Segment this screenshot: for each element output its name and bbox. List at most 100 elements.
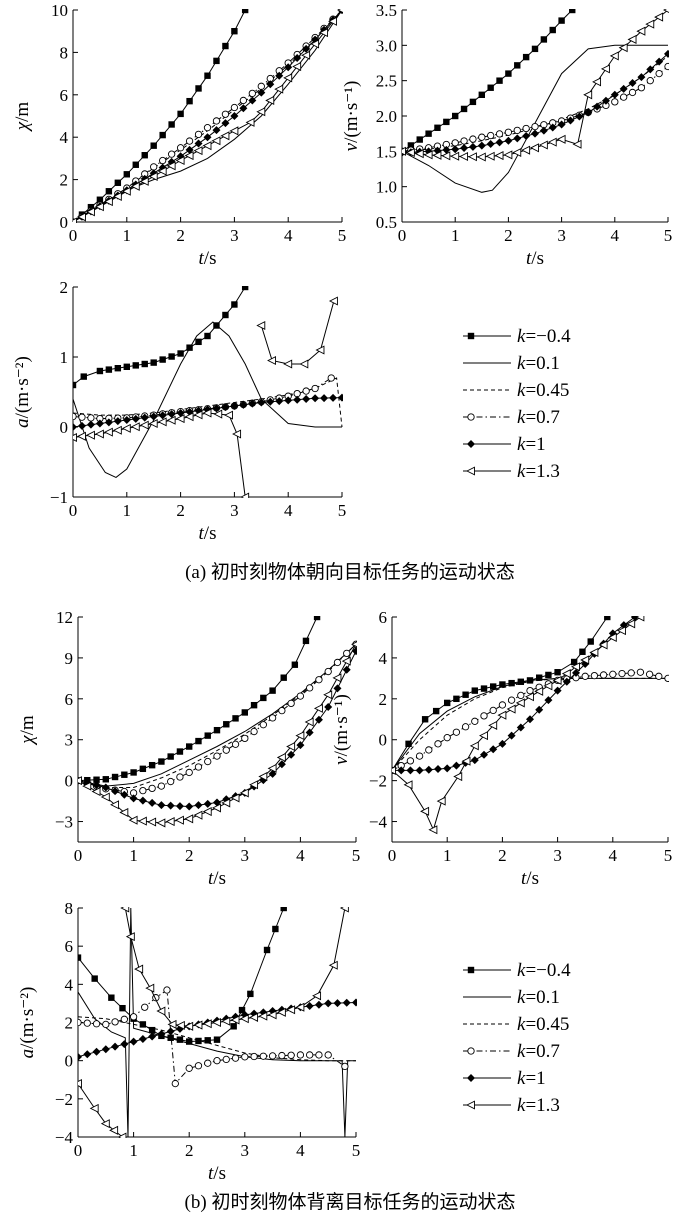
data-point <box>202 141 212 151</box>
data-point <box>580 655 590 665</box>
series-line <box>73 9 343 223</box>
data-point <box>579 648 586 655</box>
x-tick-label: 2 <box>185 1141 194 1160</box>
data-point <box>194 763 203 771</box>
x-tick-label: 2 <box>176 226 185 245</box>
x-tick-label: 5 <box>352 846 361 865</box>
data-point <box>140 413 149 422</box>
series-6 <box>392 616 645 835</box>
data-point <box>250 701 258 709</box>
data-point <box>168 353 175 360</box>
data-point <box>304 717 314 727</box>
data-point <box>260 694 267 702</box>
data-point <box>238 1006 246 1014</box>
data-point <box>646 65 655 74</box>
data-point <box>498 739 507 748</box>
data-point <box>166 801 175 810</box>
data-point <box>302 395 311 403</box>
data-point <box>239 96 248 105</box>
data-point <box>156 818 166 828</box>
data-point <box>193 410 203 420</box>
data-point <box>77 421 86 430</box>
series-3 <box>392 677 668 771</box>
data-point <box>83 1019 91 1027</box>
series-4 <box>402 62 669 155</box>
series-3 <box>73 9 343 223</box>
data-point <box>306 684 314 692</box>
data-point <box>342 665 351 674</box>
data-point <box>420 806 430 816</box>
data-point <box>544 696 553 705</box>
data-point <box>268 714 277 722</box>
data-point <box>490 683 497 690</box>
data-point <box>159 356 166 363</box>
data-point <box>258 772 268 782</box>
data-point <box>167 1019 177 1029</box>
data-point <box>128 815 138 825</box>
y-tick-label: 4 <box>379 649 388 668</box>
data-point <box>636 668 645 676</box>
legend-label: k=1 <box>517 1068 546 1089</box>
data-point <box>543 681 553 691</box>
caption-b: (b) 初时刻物体背离目标任务的运动状态 <box>185 1191 516 1213</box>
data-point <box>249 1012 259 1022</box>
data-point <box>425 130 432 137</box>
series-6 <box>402 9 669 162</box>
data-point <box>451 145 460 154</box>
data-point <box>157 782 166 790</box>
y-tick-label: 2 <box>60 171 69 190</box>
data-point <box>286 742 296 752</box>
data-point <box>158 758 165 765</box>
data-point <box>250 1009 259 1018</box>
data-point <box>96 367 104 375</box>
data-point <box>245 117 255 127</box>
data-point <box>123 171 130 178</box>
data-point <box>421 716 429 723</box>
data-point <box>460 144 469 153</box>
y-axis-label: χ/m <box>17 715 38 746</box>
series-6 <box>78 641 357 828</box>
data-point <box>184 814 194 824</box>
data-point <box>508 679 515 687</box>
data-point <box>645 670 654 678</box>
data-point <box>171 1079 179 1088</box>
data-point <box>556 134 566 144</box>
data-point <box>471 687 478 694</box>
data-point <box>403 780 413 790</box>
x-tick-label: 3 <box>557 226 566 245</box>
legend-label: k=0.45 <box>517 1014 569 1035</box>
chart-panel-1: 0 1 2 3 4 5 0 2 4 6 8 10 t/s χ/m <box>12 1 346 269</box>
y-axis-label: a/(m·s⁻²) <box>12 356 33 428</box>
data-point <box>175 1020 185 1030</box>
data-point <box>129 1037 138 1046</box>
data-point <box>593 102 602 111</box>
x-axis-label: t/s <box>199 248 217 269</box>
data-point <box>82 781 92 791</box>
data-point <box>512 147 522 158</box>
data-point <box>351 641 357 648</box>
data-point <box>287 1051 295 1059</box>
data-point <box>293 54 302 63</box>
data-point <box>157 417 167 427</box>
data-point <box>589 647 599 657</box>
data-point <box>599 671 608 679</box>
data-point <box>478 91 485 98</box>
x-tick-label: 3 <box>241 846 250 865</box>
data-point <box>121 771 128 778</box>
data-point <box>112 191 122 201</box>
series-2 <box>73 321 342 478</box>
series-line <box>392 616 608 771</box>
series-1 <box>392 616 611 774</box>
y-tick-label: 2 <box>65 1014 74 1033</box>
x-axis-label: t/s <box>521 868 539 889</box>
data-point <box>105 366 113 373</box>
x-tick-label: 4 <box>296 1141 305 1160</box>
data-point <box>495 138 504 147</box>
data-point <box>241 734 249 743</box>
data-point <box>165 817 175 827</box>
data-point <box>213 409 223 419</box>
data-point <box>611 98 619 106</box>
data-point <box>540 36 548 43</box>
data-point <box>566 116 575 125</box>
data-point <box>193 146 203 156</box>
